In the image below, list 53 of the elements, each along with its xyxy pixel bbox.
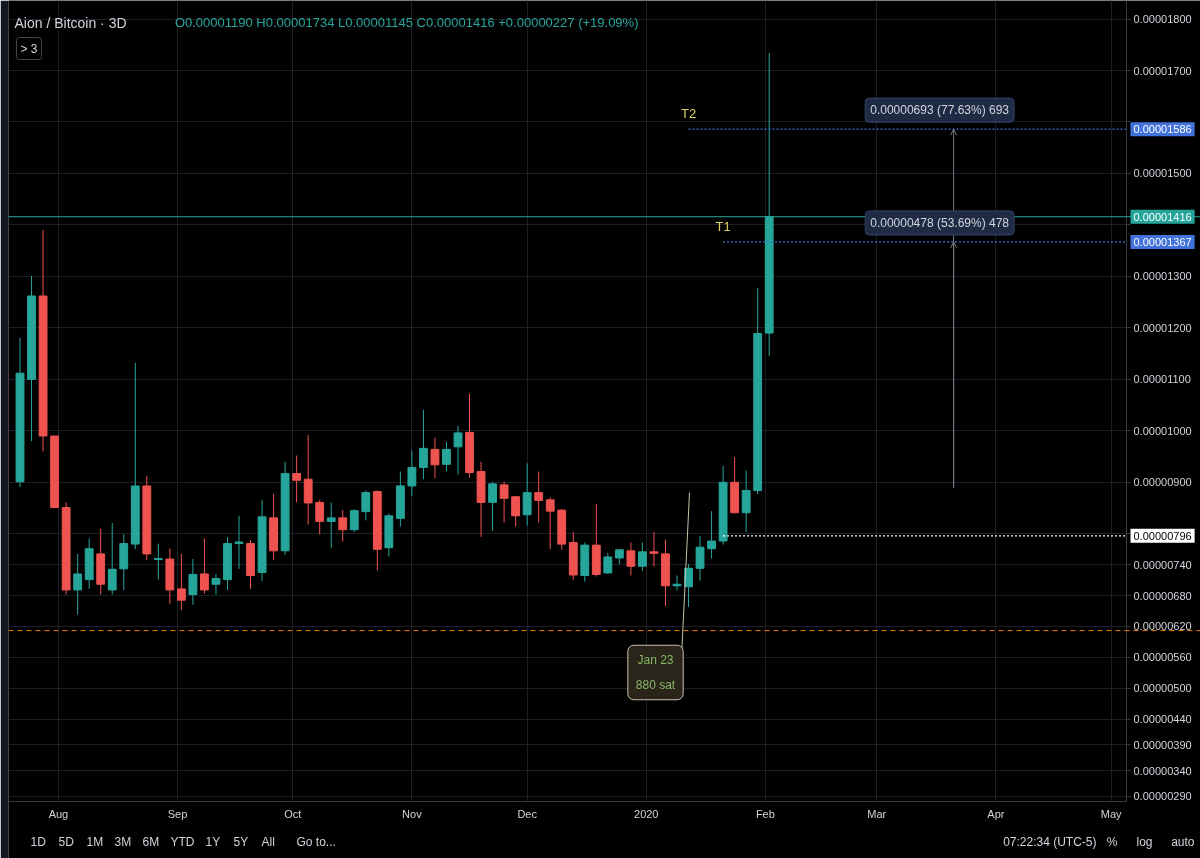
text: O0.00001190 H0.00001734 L0.00001145 C0.00001416 +0.00000227 (+19.09%) — [174, 15, 639, 30]
y-tick-label: 0.00000680 — [1133, 589, 1192, 602]
text: 1M — [86, 834, 104, 849]
y-tick-label: 0.00001800 — [1133, 13, 1192, 26]
text: All — [261, 834, 275, 849]
y-tick-label: 0.00000290 — [1133, 790, 1192, 803]
y-tick-label: 0.00000340 — [1133, 764, 1192, 777]
text: YTD — [170, 834, 195, 849]
text: % — [1106, 834, 1118, 849]
data-label: 0.00001586 — [1133, 123, 1192, 136]
x-tick-label: Apr — [987, 807, 1005, 820]
text: Aion / Bitcoin · 3D — [14, 14, 127, 31]
x-tick-label: Sep — [167, 807, 188, 820]
annotation: 0.00000693 (77.63%) 693 — [870, 103, 1010, 118]
y-tick-label: 0.00000440 — [1133, 713, 1192, 726]
series-label: T1 — [715, 218, 731, 234]
y-tick-label: 0.00001100 — [1133, 373, 1191, 386]
y-tick-label: 0.00000620 — [1133, 620, 1192, 633]
x-tick-label: Mar — [867, 807, 887, 820]
text: 1Y — [205, 834, 221, 849]
text: 1D — [30, 834, 47, 849]
y-tick-label: 0.00001500 — [1133, 167, 1192, 180]
x-tick-label: Dec — [517, 807, 538, 820]
text: 5D — [58, 834, 75, 849]
data-label: 0.00001367 — [1133, 235, 1192, 248]
y-tick-label: 0.00000900 — [1133, 476, 1192, 489]
annotation: > 3 — [20, 41, 38, 56]
data-label: 0.00000796 — [1133, 529, 1192, 542]
y-tick-label: 0.00001700 — [1133, 64, 1192, 77]
text: 5Y — [233, 834, 249, 849]
x-tick-label: Aug — [48, 807, 69, 820]
x-tick-label: Nov — [402, 807, 423, 820]
series-label: T2 — [680, 106, 697, 122]
y-tick-label: 0.00001300 — [1133, 270, 1192, 283]
text: 3M — [114, 834, 132, 849]
x-tick-label: May — [1100, 807, 1123, 820]
text: 6M — [142, 834, 160, 849]
annotation: Jan 23 880 sat — [635, 653, 676, 692]
x-tick-label: Feb — [755, 807, 775, 820]
y-tick-label: 0.00000560 — [1133, 651, 1192, 664]
ref-line-label: 0.00001416 — [1133, 210, 1192, 223]
text: Go to... — [296, 834, 336, 849]
y-tick-label: 0.00000500 — [1133, 682, 1192, 695]
x-tick-label: 2020 — [634, 807, 659, 820]
text: auto — [1171, 834, 1195, 849]
text: log — [1136, 834, 1153, 849]
text: 07:22:34 (UTC-5) — [1003, 834, 1097, 849]
y-tick-label: 0.00000740 — [1133, 558, 1192, 571]
annotation: 0.00000478 (53.69%) 478 — [870, 215, 1010, 230]
y-tick-label: 0.00001200 — [1133, 321, 1192, 334]
y-tick-label: 0.00000390 — [1133, 738, 1192, 751]
x-tick-label: Oct — [284, 807, 302, 820]
y-tick-label: 0.00001000 — [1133, 424, 1192, 437]
